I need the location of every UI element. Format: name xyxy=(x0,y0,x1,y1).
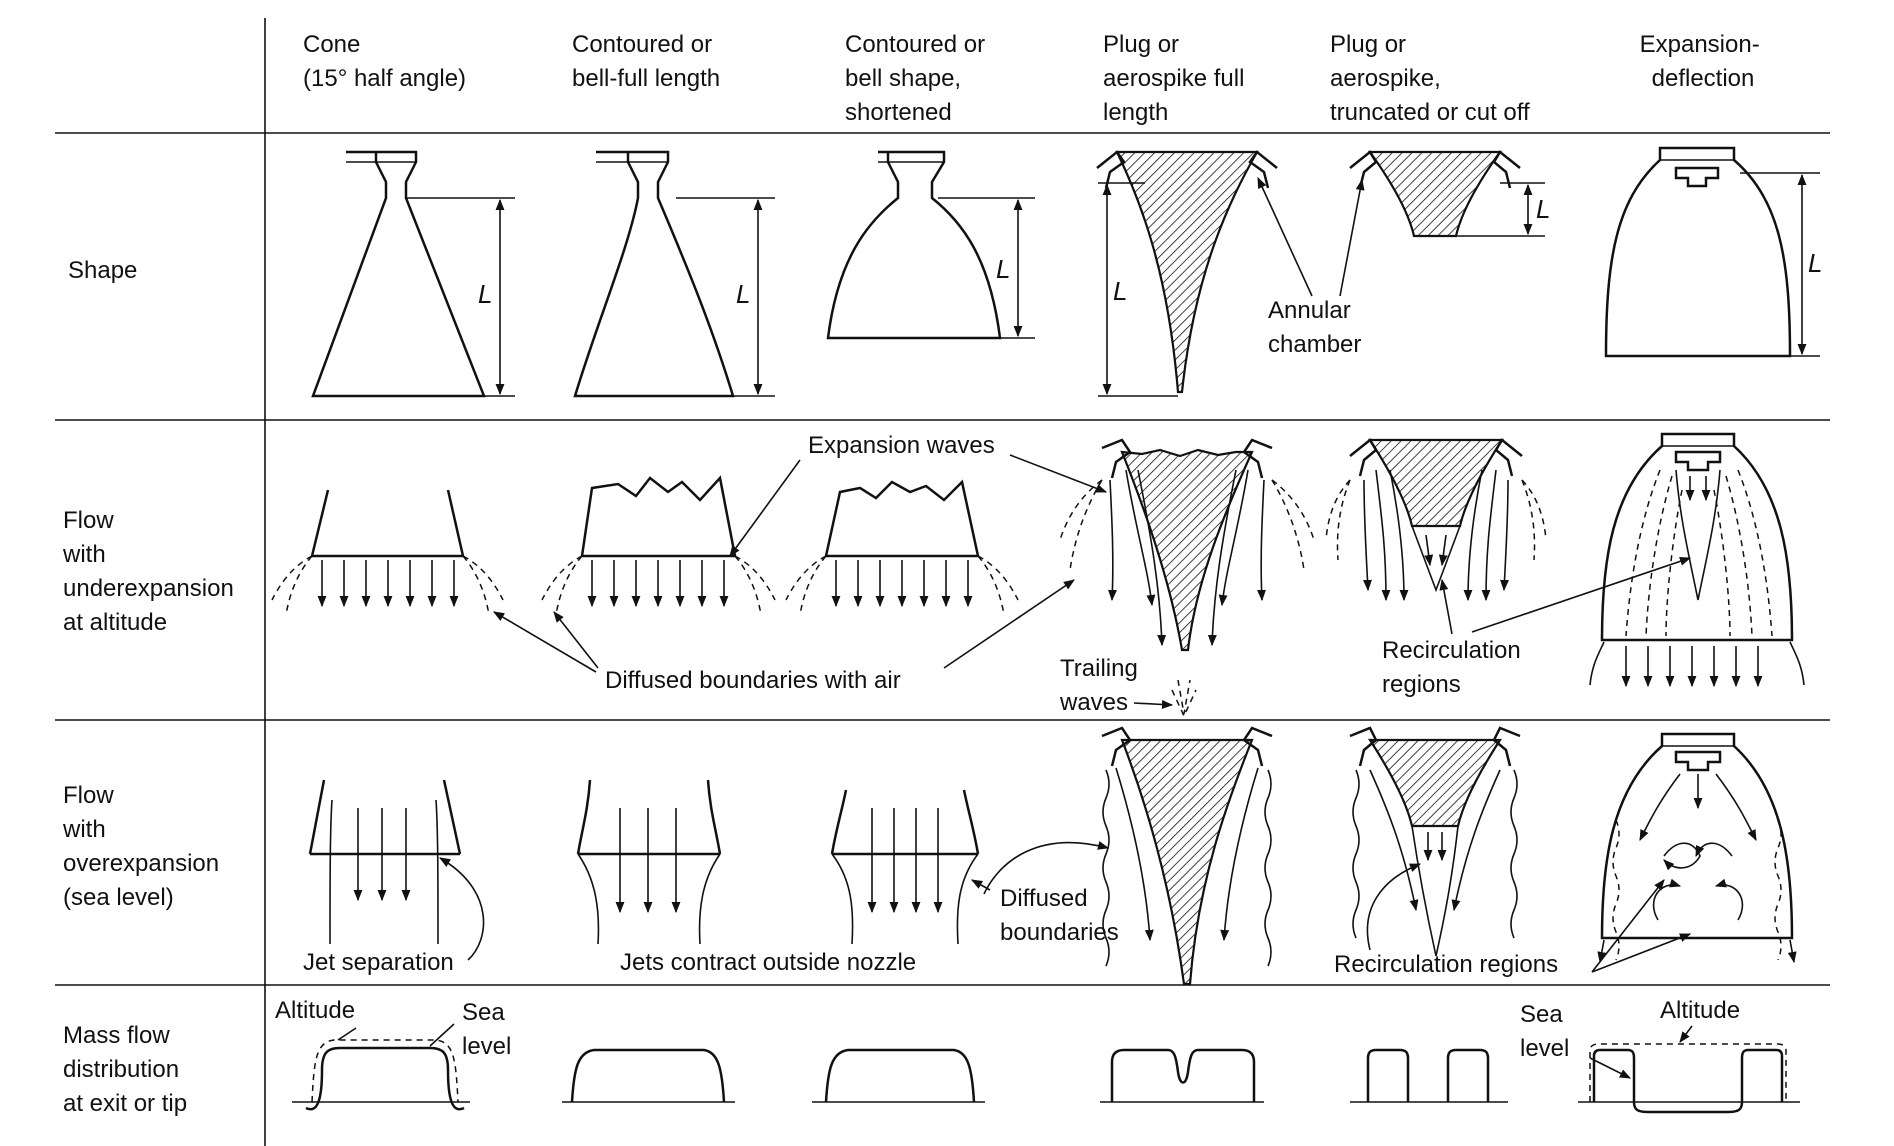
length-label: L xyxy=(996,254,1010,284)
expansion-deflection-overexpansion-flow xyxy=(1591,732,1797,973)
recirculation-regions-label-underexpansion: Recirculation regions xyxy=(1382,637,1527,698)
underexpansion-row: Expansion waves Diffused boundaries with… xyxy=(271,432,1805,718)
expansion-deflection-underexpansion-flow xyxy=(1589,432,1805,688)
length-label: L xyxy=(1113,276,1127,306)
plug-truncated-nozzle-shape: L xyxy=(1339,150,1550,297)
row-headers: Shape Flow with underexpansion at altitu… xyxy=(62,257,240,1117)
recirculation-regions-label-overexpansion: Recirculation regions xyxy=(1334,951,1558,978)
table-grid xyxy=(55,18,1830,1146)
sea-level-label: Sea level xyxy=(462,999,511,1060)
plug-truncated-mass-flow-profile xyxy=(1350,1048,1508,1103)
length-label: L xyxy=(1536,194,1550,224)
plug-full-underexpansion-flow xyxy=(1059,438,1315,718)
col-header-bell-full: Contoured or bell-full length xyxy=(572,31,720,92)
bell-full-mass-flow-profile xyxy=(562,1048,735,1103)
shape-row: L L L L xyxy=(311,146,1822,398)
jets-contract-label: Jets contract outside nozzle xyxy=(620,949,916,976)
sea-level-label-right: Sea level xyxy=(1520,1001,1569,1062)
altitude-label-right: Altitude xyxy=(1660,997,1740,1024)
row-header-underexpansion: Flow with underexpansion at altitude xyxy=(62,507,240,636)
bell-short-underexpansion-flow xyxy=(785,479,1019,616)
mass-flow-row: Altitude Sea level xyxy=(275,997,1800,1114)
jet-separation-label: Jet separation xyxy=(303,949,454,976)
bell-full-nozzle-shape: L xyxy=(573,150,775,398)
plug-full-nozzle-shape: L xyxy=(1096,150,1313,397)
col-header-expansion-deflection: Expansion- deflection xyxy=(1640,31,1767,92)
diffused-boundaries-air-label: Diffused boundaries with air xyxy=(605,667,901,694)
bell-short-mass-flow-profile xyxy=(812,1048,985,1103)
col-header-plug-full: Plug or aerospike full length xyxy=(1103,31,1251,126)
diffused-boundaries-label: Diffused boundaries xyxy=(1000,885,1119,946)
expansion-waves-label: Expansion waves xyxy=(808,432,995,459)
plug-truncated-underexpansion-flow xyxy=(1325,438,1547,602)
length-label: L xyxy=(478,279,492,309)
row-header-shape: Shape xyxy=(68,257,137,284)
column-headers: Cone (15° half angle) Contoured or bell-… xyxy=(303,31,1767,126)
expansion-deflection-nozzle-shape: L xyxy=(1604,146,1822,358)
annular-chamber-label: Annular chamber xyxy=(1268,297,1361,358)
bell-short-overexpansion-flow xyxy=(830,789,980,945)
altitude-label: Altitude xyxy=(275,997,355,1024)
plug-truncated-overexpansion-flow xyxy=(1349,726,1521,957)
row-header-mass-flow: Mass flow distribution at exit or tip xyxy=(63,1022,187,1117)
cone-nozzle-shape: L xyxy=(311,150,515,398)
cone-underexpansion-flow xyxy=(271,489,504,616)
col-header-bell-short: Contoured or bell shape, shortened xyxy=(845,31,992,126)
overexpansion-row: Jet separation xyxy=(303,726,1797,986)
bell-short-nozzle-shape: L xyxy=(826,150,1035,340)
bell-full-overexpansion-flow xyxy=(576,779,722,945)
length-label: L xyxy=(1808,248,1822,278)
plug-full-overexpansion-flow xyxy=(983,726,1273,986)
length-label: L xyxy=(736,279,750,309)
col-header-plug-truncated: Plug or aerospike, truncated or cut off xyxy=(1330,31,1530,126)
cone-mass-flow-profile: Altitude Sea level xyxy=(275,997,511,1111)
col-header-cone: Cone (15° half angle) xyxy=(303,31,466,92)
row-header-overexpansion: Flow with overexpansion (sea level) xyxy=(62,782,226,911)
expansion-deflection-mass-flow-profile: Sea level Altitude xyxy=(1520,997,1800,1114)
plug-full-mass-flow-profile xyxy=(1100,1048,1264,1103)
trailing-waves-label: Trailing waves xyxy=(1059,655,1144,716)
cone-overexpansion-flow xyxy=(308,779,485,961)
bell-full-underexpansion-flow xyxy=(541,475,776,616)
